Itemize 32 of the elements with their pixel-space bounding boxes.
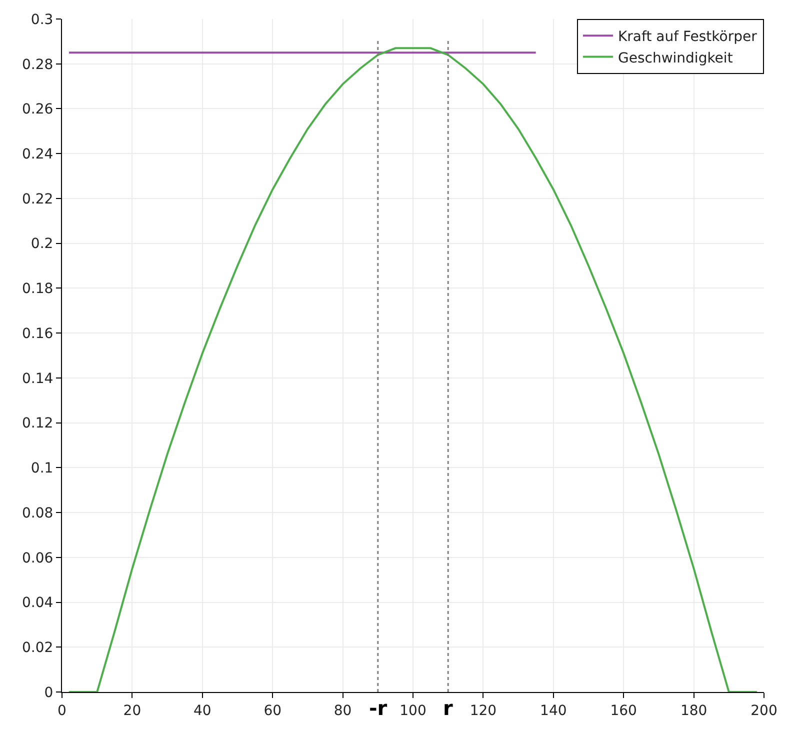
y-tick-label: 0.12 — [22, 416, 54, 432]
x-tick-label: 160 — [610, 702, 637, 719]
x-tick-label: 200 — [750, 702, 778, 719]
x-tick-label: 100 — [400, 702, 426, 719]
x-tick-label: 60 — [264, 702, 282, 719]
x-tick-label: 140 — [540, 702, 567, 719]
ref-line-label: -r — [369, 696, 388, 720]
y-tick-label: 0.08 — [22, 505, 54, 522]
y-tick-label: 0.2 — [30, 236, 54, 252]
legend-label: Geschwindigkeit — [618, 50, 734, 66]
x-tick-label: 0 — [58, 702, 66, 719]
x-tick-label: 40 — [193, 702, 212, 719]
y-tick-label: 0.18 — [22, 281, 54, 298]
y-tick-label: 0.24 — [22, 146, 54, 162]
y-tick-label: 0.1 — [30, 460, 54, 477]
y-tick-label: 0.02 — [22, 640, 54, 656]
y-tick-label: 0.26 — [22, 102, 54, 118]
line-series — [68, 47, 758, 692]
y-tick-label: 0.3 — [30, 12, 54, 28]
y-tick-label: 0.04 — [22, 595, 54, 612]
y-tick-label: 0.22 — [22, 191, 54, 208]
legend-label: Kraft auf Festkörper — [618, 29, 758, 46]
y-tick-label: 0.16 — [22, 326, 54, 342]
x-tick-label: 180 — [680, 702, 708, 719]
y-tick-label: 0.06 — [22, 550, 54, 566]
y-tick-label: 0 — [44, 684, 54, 701]
x-tick-label: 20 — [123, 702, 142, 719]
x-tick-label: 120 — [470, 702, 497, 719]
y-tick-label: 0.28 — [22, 56, 54, 73]
y-tick-label: 0.14 — [22, 370, 54, 387]
x-tick-label: 80 — [334, 702, 352, 719]
ref-line-label: r — [443, 696, 453, 720]
